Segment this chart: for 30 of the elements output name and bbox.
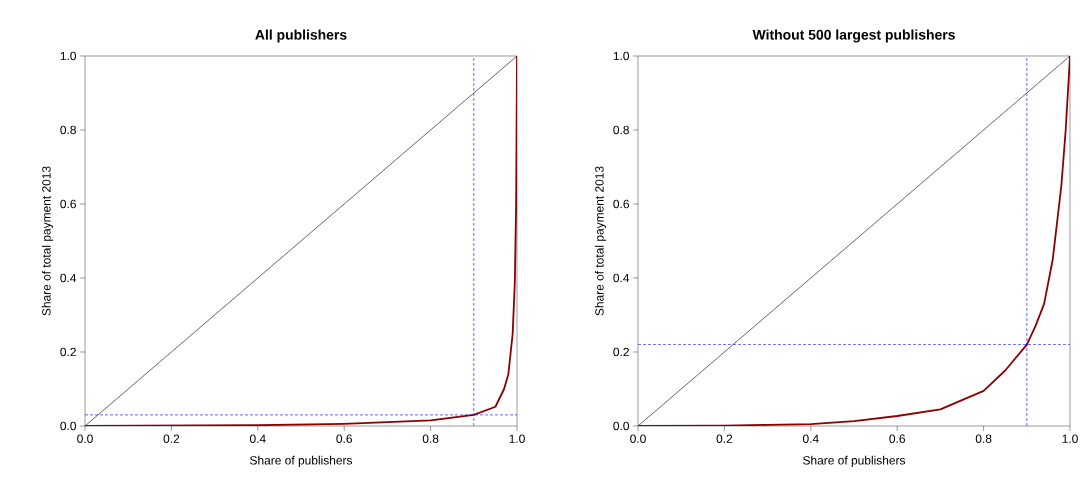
x-tick-label: 0.8 <box>975 434 992 443</box>
y-tick-label: 0.2 <box>60 347 76 357</box>
x-tick-label: 0.0 <box>630 434 646 443</box>
y-tick-label: 0.6 <box>613 199 629 209</box>
y-tick-label: 0.8 <box>60 125 76 135</box>
x-tick-label: 0.8 <box>422 434 439 443</box>
x-tick-label: 0.2 <box>163 434 180 443</box>
y-tick-label: 0.4 <box>60 273 77 283</box>
x-tick-label: 0.2 <box>716 434 733 443</box>
y-tick-label: 0.2 <box>613 347 629 357</box>
chart-title: All publishers <box>255 29 347 43</box>
y-tick-label: 1.0 <box>60 51 77 61</box>
y-tick-label: 0.4 <box>613 273 630 283</box>
x-tick-label: 0.4 <box>802 434 819 443</box>
y-tick-label: 0.0 <box>60 421 77 431</box>
y-tick-label: 1.0 <box>613 51 630 61</box>
x-tick-label: 0.6 <box>889 434 905 443</box>
x-tick-label: 0.0 <box>77 434 93 443</box>
x-tick-label: 0.4 <box>249 434 266 443</box>
y-tick-label: 0.0 <box>613 421 630 431</box>
x-axis-title: Share of publishers <box>250 455 353 467</box>
x-tick-label: 1.0 <box>509 434 525 443</box>
x-tick-label: 1.0 <box>1062 434 1078 443</box>
x-axis-title: Share of publishers <box>803 455 906 467</box>
y-axis-title: Share of total payment 2013 <box>594 166 607 316</box>
x-tick-label: 0.6 <box>336 434 352 443</box>
chart-title: Without 500 largest publishers <box>752 29 955 43</box>
y-tick-label: 0.8 <box>613 125 629 135</box>
y-tick-label: 0.6 <box>60 199 76 209</box>
y-axis-title: Share of total payment 2013 <box>41 166 54 316</box>
